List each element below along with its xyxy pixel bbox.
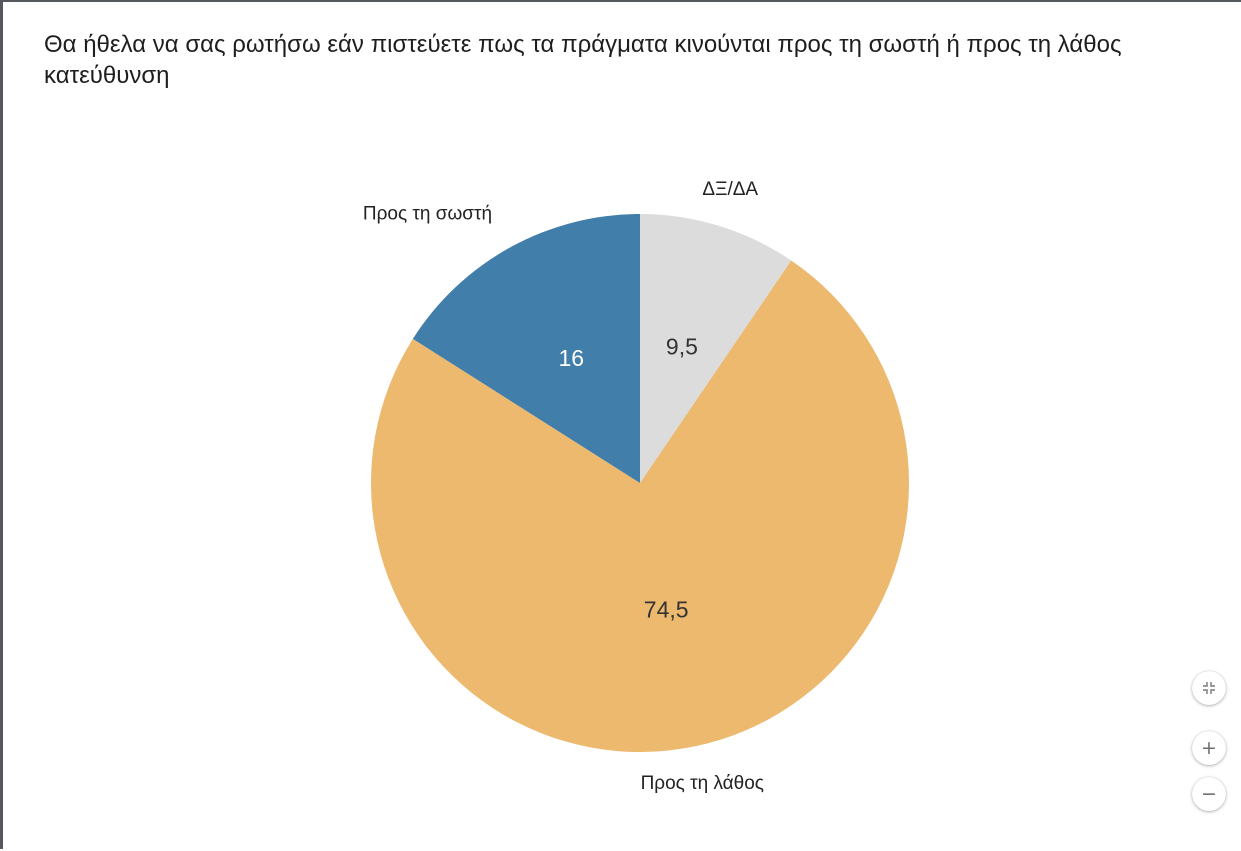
plus-icon: + [1201,736,1217,759]
compress-arrows-icon [1203,682,1215,694]
value-label-right-direction: 16 [559,345,585,371]
chart-title: Θα ήθελα να σας ρωτήσω εάν πιστεύετε πως… [44,31,1122,89]
pie-slice-wrong-direction[interactable] [371,260,909,752]
category-label-wrong-direction: Προς τη λάθος [641,773,764,794]
category-label-right-direction: Προς τη σωστή [363,203,492,224]
category-label-dk-na: ΔΞ/ΔΑ [702,179,758,200]
value-label-dk-na: 9,5 [666,334,698,360]
value-label-wrong-direction: 74,5 [644,596,689,622]
pie-chart: 9,5 ΔΞ/ΔΑ 74,5 Προς τη λάθος 16 Προς τη σωστή [363,179,909,794]
pie-slice-dk-na[interactable] [640,214,792,483]
fit-view-button[interactable] [1192,671,1226,705]
pie-slice-right-direction[interactable] [412,214,640,483]
zoom-in-button[interactable]: + [1192,731,1226,765]
zoom-out-button[interactable]: − [1192,777,1226,811]
minus-icon: − [1201,782,1217,805]
